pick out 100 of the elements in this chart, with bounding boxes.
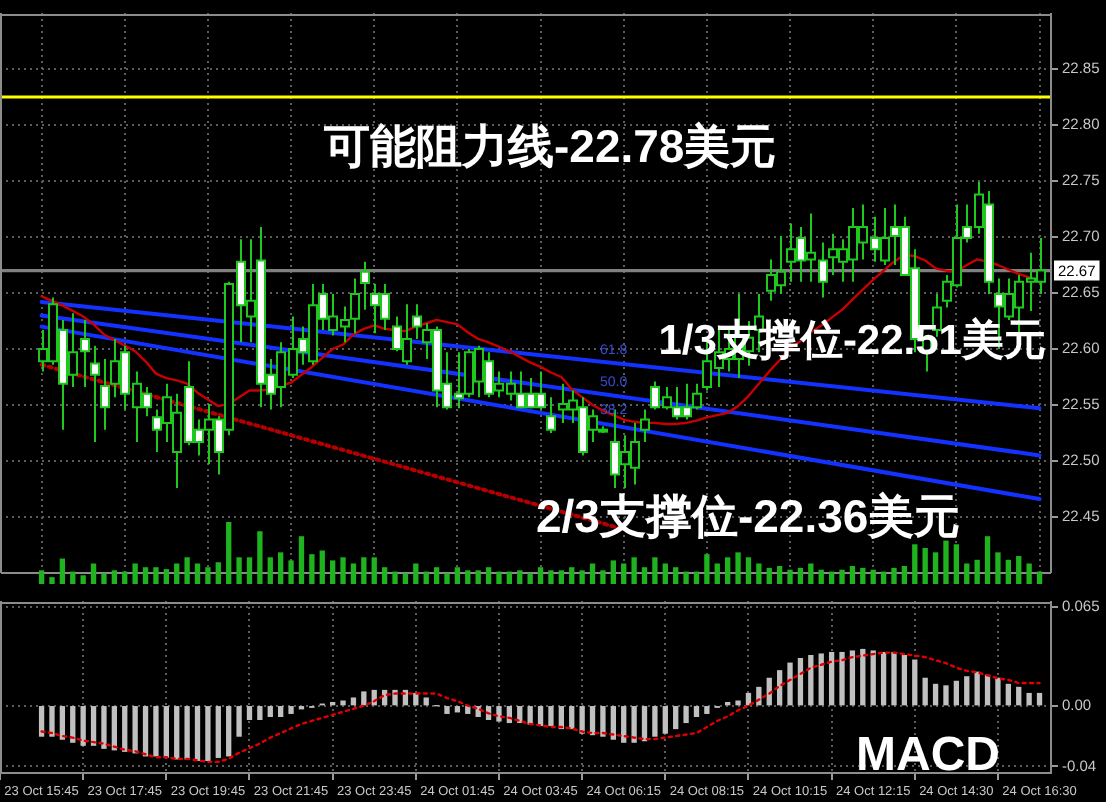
bar <box>184 557 190 584</box>
bar <box>589 563 596 584</box>
bar <box>111 570 118 584</box>
bar <box>662 563 668 584</box>
bar <box>402 573 409 584</box>
bar <box>797 567 804 584</box>
bar <box>652 557 658 584</box>
bar <box>995 677 1001 706</box>
bar <box>236 557 242 584</box>
bar <box>953 544 960 584</box>
bar <box>454 567 461 584</box>
bar <box>122 571 128 584</box>
bar <box>506 571 513 584</box>
bar <box>776 565 783 584</box>
bar <box>849 650 856 706</box>
bar <box>59 706 66 740</box>
bar <box>579 706 585 734</box>
bar <box>80 706 86 746</box>
bar <box>329 560 336 584</box>
bar <box>132 563 138 584</box>
bar <box>267 557 273 584</box>
bar <box>423 697 429 706</box>
bar <box>101 573 107 584</box>
bar <box>610 560 616 584</box>
bar <box>475 570 481 584</box>
bar <box>860 648 866 706</box>
bar <box>880 651 887 706</box>
bar <box>818 653 824 706</box>
bar <box>693 571 700 584</box>
bar <box>38 570 45 584</box>
bar <box>163 706 169 758</box>
bar <box>891 651 897 706</box>
bar <box>537 567 544 584</box>
bar <box>433 567 440 584</box>
bar <box>870 569 876 584</box>
bar <box>912 544 918 584</box>
bar <box>579 570 585 584</box>
bar <box>485 567 492 584</box>
bar <box>673 706 679 730</box>
bar <box>174 563 180 584</box>
bar <box>236 706 242 737</box>
bar <box>371 557 377 584</box>
bar <box>569 567 575 584</box>
bar <box>267 706 273 717</box>
bar <box>828 571 835 584</box>
bar <box>142 567 149 584</box>
bar <box>101 706 107 749</box>
bar <box>90 706 97 746</box>
bar <box>569 706 575 730</box>
bar <box>257 706 263 721</box>
bar <box>922 677 928 706</box>
bar <box>350 563 357 584</box>
bar <box>621 706 627 743</box>
bar <box>787 662 793 706</box>
bar <box>1036 692 1043 706</box>
bar <box>932 683 939 706</box>
bar <box>984 536 991 584</box>
bar <box>673 567 679 584</box>
bar <box>891 567 897 584</box>
bar <box>839 569 845 584</box>
bar <box>444 573 450 584</box>
bar <box>818 569 824 584</box>
bar <box>725 557 731 584</box>
bar <box>527 706 533 725</box>
bar <box>693 706 700 717</box>
bar <box>215 562 221 584</box>
bar <box>849 565 856 584</box>
bar <box>839 651 845 706</box>
bar <box>142 706 149 757</box>
bar <box>1036 571 1043 584</box>
bar <box>309 554 315 584</box>
bar <box>735 552 741 584</box>
bar <box>995 552 1001 584</box>
bar <box>1016 686 1022 706</box>
bar <box>49 706 55 737</box>
bar <box>246 557 253 584</box>
bar <box>1026 563 1032 584</box>
bar <box>860 567 866 584</box>
bar <box>215 706 221 758</box>
bar <box>880 571 887 584</box>
bar <box>932 552 939 584</box>
bar <box>1026 692 1032 706</box>
bar <box>683 706 689 724</box>
bar <box>122 706 128 752</box>
bar <box>205 706 211 761</box>
bar <box>246 706 253 721</box>
bar <box>901 654 908 706</box>
bar <box>361 691 367 706</box>
bar <box>964 676 970 706</box>
bar <box>641 567 648 584</box>
bar <box>194 563 201 584</box>
bar <box>80 575 86 584</box>
bar <box>496 571 502 584</box>
bar <box>350 697 357 706</box>
bar <box>184 706 190 760</box>
bar <box>704 706 710 714</box>
bar <box>226 706 232 757</box>
bar <box>828 651 835 706</box>
bar <box>153 567 159 584</box>
bar <box>226 522 232 584</box>
